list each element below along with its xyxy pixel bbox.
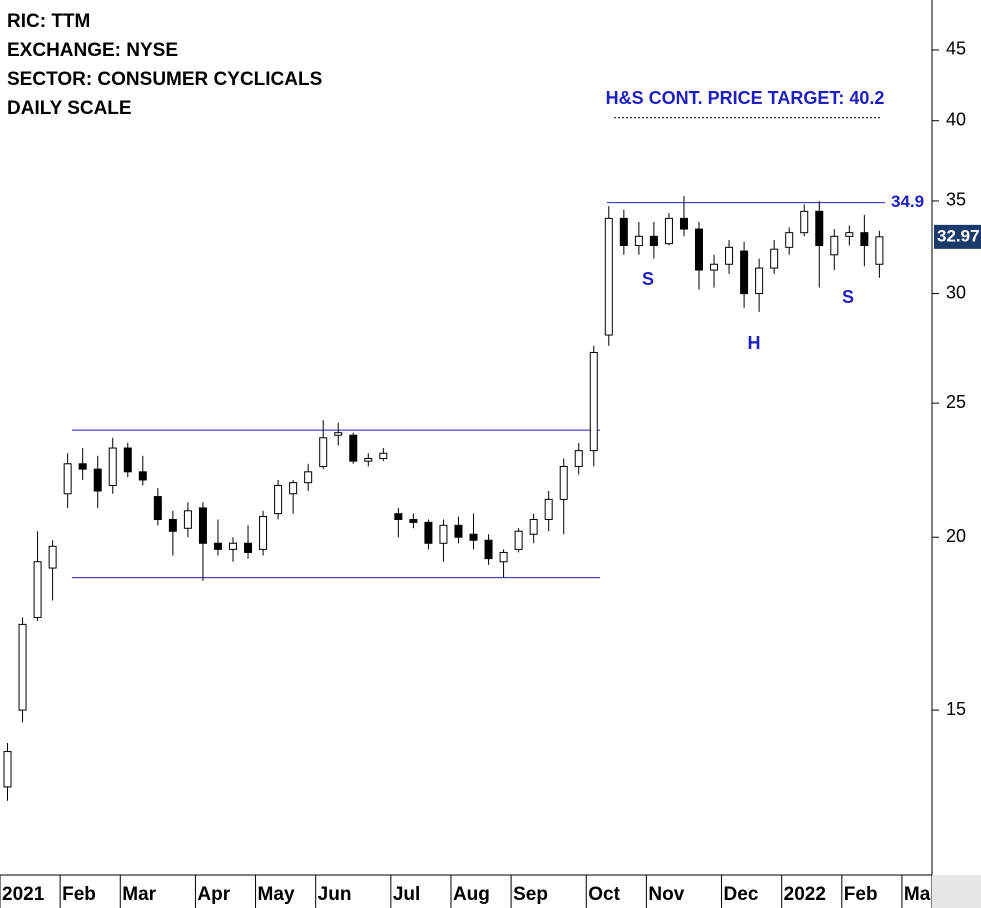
candle-body	[63, 463, 72, 495]
candle-body	[289, 482, 298, 495]
candle-body	[634, 235, 643, 246]
x-tick-label: Feb	[62, 884, 96, 905]
candle-body	[529, 518, 538, 535]
candle-body	[364, 457, 373, 462]
line-label: 34.9	[891, 192, 924, 211]
candle-body	[379, 452, 388, 459]
y-tick-label: 15	[946, 699, 966, 719]
x-tick-label: Aug	[453, 884, 490, 905]
candle-body	[484, 539, 493, 560]
candle-body	[319, 437, 328, 467]
candle-body	[33, 561, 42, 618]
candle-body	[725, 246, 734, 265]
candle-body	[48, 545, 57, 569]
candle-body	[349, 434, 358, 462]
candle-body	[424, 521, 433, 544]
x-tick-label: Apr	[197, 884, 230, 905]
header-line: EXCHANGE: NYSE	[7, 40, 178, 61]
candle-body	[183, 510, 192, 529]
candle-body	[3, 751, 12, 788]
axis-corner	[932, 875, 981, 908]
candle-body	[334, 432, 343, 436]
candle-body	[770, 248, 779, 269]
candle-body	[304, 471, 313, 484]
y-tick-label: 45	[946, 39, 966, 59]
candle-body	[800, 210, 809, 234]
candle-body	[559, 465, 568, 500]
x-tick-label: Jul	[393, 884, 420, 905]
candle-body	[168, 518, 177, 532]
candle-body	[815, 210, 824, 246]
x-tick-label: Mar	[122, 884, 156, 905]
target-text: H&S CONT. PRICE TARGET: 40.2	[606, 88, 885, 108]
header-line: SECTOR: CONSUMER CYCLICALS	[7, 69, 322, 90]
pattern-label: S	[842, 287, 854, 307]
x-tick-label: Oct	[588, 884, 620, 905]
candle-body	[153, 496, 162, 520]
candle-body	[469, 533, 478, 541]
candle-body	[845, 232, 854, 237]
candle-body	[123, 447, 132, 473]
candle-body	[604, 217, 613, 336]
candle-body	[409, 518, 418, 523]
candle-body	[138, 471, 147, 481]
candle-body	[274, 484, 283, 515]
last-price-tag	[934, 224, 981, 249]
candle-body	[695, 228, 703, 271]
candle-body	[589, 351, 598, 452]
candle-body	[454, 524, 463, 538]
candle-body	[229, 542, 237, 550]
candle-body	[394, 513, 403, 520]
candle-body	[679, 217, 688, 230]
candle-body	[710, 263, 719, 271]
y-tick-label: 20	[946, 526, 966, 546]
candle-body	[574, 450, 583, 467]
candle-body	[439, 524, 448, 544]
candle-body	[213, 542, 222, 550]
y-tick-label: 35	[946, 190, 966, 210]
last-price-label: 32.97	[937, 226, 980, 245]
y-tick-label: 40	[946, 109, 966, 129]
candle-body	[499, 551, 508, 563]
candle-body	[755, 267, 764, 295]
x-tick-label: Dec	[724, 884, 759, 905]
x-tick-label: Nov	[648, 884, 684, 905]
candle-body	[875, 236, 884, 265]
candle-body	[860, 232, 869, 246]
pattern-label: H	[748, 333, 761, 353]
candle-body	[649, 235, 658, 246]
candle-body	[785, 232, 794, 248]
x-tick-label: Sep	[513, 884, 548, 905]
candle-body	[78, 463, 87, 470]
candle-body	[198, 507, 207, 544]
candle-body	[93, 468, 102, 492]
candle-body	[664, 217, 673, 245]
x-tick-label: 2022	[784, 884, 826, 905]
candle-body	[259, 516, 268, 550]
x-tick-label: 2021	[2, 884, 45, 905]
y-tick-label: 25	[946, 392, 966, 412]
candle-body	[619, 217, 628, 246]
x-tick-label: May	[258, 884, 295, 905]
x-tick-label: Mar	[904, 884, 938, 905]
candle-body	[514, 530, 523, 550]
x-tick-label: Feb	[844, 884, 878, 905]
candle-body	[18, 623, 27, 711]
candle-body	[740, 250, 749, 295]
candle-body	[108, 447, 117, 486]
pattern-label: S	[642, 269, 654, 289]
candle-body	[830, 235, 839, 256]
y-tick-label: 30	[946, 282, 966, 302]
header-line: DAILY SCALE	[7, 98, 132, 119]
x-tick-label: Jun	[318, 884, 352, 905]
header-line: RIC: TTM	[7, 11, 90, 32]
candle-body	[244, 542, 253, 553]
candle-body	[544, 498, 553, 520]
